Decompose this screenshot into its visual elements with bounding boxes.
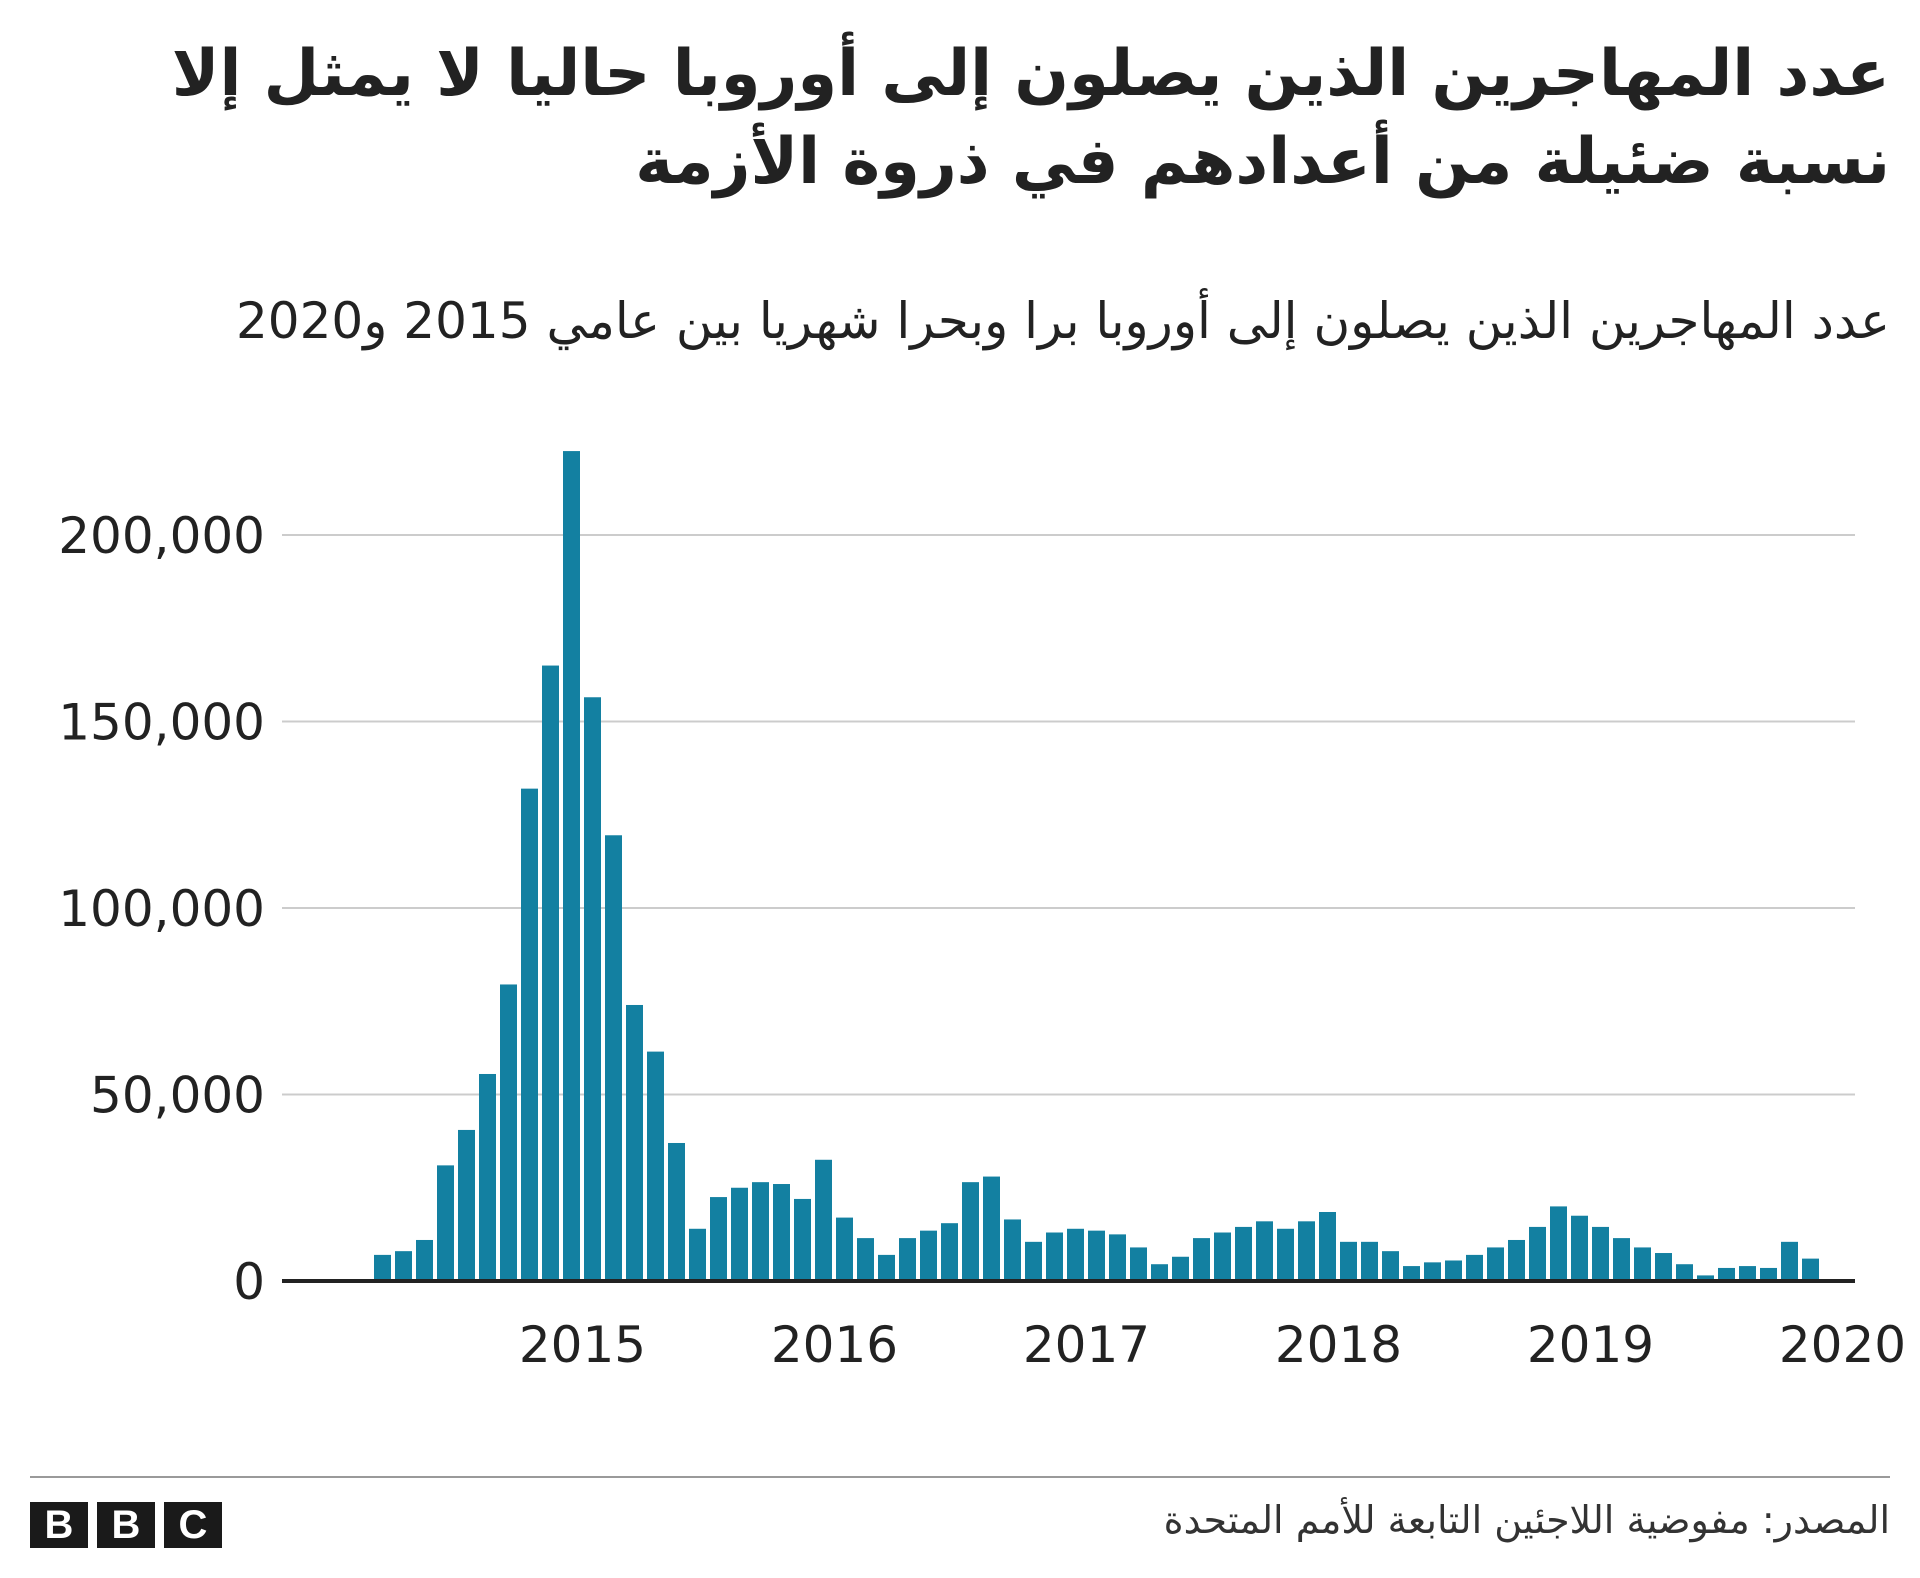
bar: [1319, 1211, 1336, 1281]
bar: [395, 1251, 412, 1281]
bar: [1529, 1226, 1546, 1281]
bar: [1214, 1232, 1231, 1281]
bar: [1676, 1264, 1693, 1281]
bar-chart: 0 50,000 100,000 150,000 200,000 2015 2016 2017…: [58, 451, 1906, 1374]
bar: [1235, 1226, 1252, 1281]
bar: [752, 1182, 769, 1281]
bar: [857, 1238, 874, 1281]
bar: [1382, 1251, 1399, 1281]
bar: [689, 1228, 706, 1281]
bar: [1340, 1241, 1357, 1281]
bar: [1025, 1241, 1042, 1281]
bar: [458, 1129, 475, 1281]
source-note: المصدر: مفوضية اللاجئين التابعة للأمم ال…: [1163, 1498, 1890, 1542]
x-tick-label: 2016: [771, 1316, 898, 1374]
bar: [521, 788, 538, 1281]
bar: [1256, 1221, 1273, 1281]
bar: [773, 1184, 790, 1281]
bar: [1550, 1206, 1567, 1281]
bar: [605, 835, 622, 1281]
bar: [1109, 1234, 1126, 1281]
bar: [731, 1187, 748, 1281]
bar: [1508, 1239, 1525, 1281]
bar: [1067, 1228, 1084, 1281]
bar: [1697, 1275, 1714, 1281]
bar: [500, 984, 517, 1281]
bbc-logo-letter: C: [164, 1502, 222, 1548]
y-tick-label: 100,000: [58, 880, 265, 938]
x-tick-label: 2015: [519, 1316, 646, 1374]
bar: [920, 1230, 937, 1281]
chart-subtitle: عدد المهاجرين الذين يصلون إلى أوروبا برا…: [236, 292, 1890, 350]
bar: [668, 1142, 685, 1281]
bar: [1802, 1258, 1819, 1281]
bar: [1781, 1241, 1798, 1281]
bar: [542, 665, 559, 1281]
bar: [941, 1223, 958, 1281]
bar: [374, 1254, 391, 1281]
bar: [1718, 1267, 1735, 1281]
bar: [1046, 1232, 1063, 1281]
bar: [1655, 1253, 1672, 1281]
bbc-logo: B B C: [30, 1502, 222, 1548]
bar: [1571, 1215, 1588, 1281]
bar: [479, 1073, 496, 1281]
bar: [1088, 1230, 1105, 1281]
y-tick-label: 50,000: [90, 1067, 265, 1125]
bar: [1298, 1221, 1315, 1281]
bar: [416, 1239, 433, 1281]
bar: [647, 1051, 664, 1281]
bar: [584, 697, 601, 1281]
bar: [626, 1004, 643, 1281]
y-tick-label: 200,000: [58, 507, 265, 565]
bar: [836, 1217, 853, 1281]
bar: [1004, 1219, 1021, 1281]
bar: [1466, 1254, 1483, 1281]
bar: [983, 1176, 1000, 1281]
bar: [878, 1254, 895, 1281]
bbc-logo-letter: B: [97, 1502, 155, 1548]
bar: [1277, 1228, 1294, 1281]
bar: [1403, 1266, 1420, 1281]
x-tick-label: 2020: [1779, 1316, 1906, 1374]
bar: [437, 1165, 454, 1281]
bar: [1634, 1247, 1651, 1281]
bar: [1445, 1260, 1462, 1281]
bar: [899, 1238, 916, 1281]
bar: [1193, 1238, 1210, 1281]
bar: [1592, 1226, 1609, 1281]
bar: [1760, 1267, 1777, 1281]
bar: [710, 1197, 727, 1281]
bar: [1739, 1266, 1756, 1281]
bar: [1613, 1238, 1630, 1281]
x-tick-label: 2019: [1527, 1316, 1654, 1374]
bar: [1361, 1241, 1378, 1281]
y-tick-label: 150,000: [58, 694, 265, 752]
bar: [962, 1182, 979, 1281]
bar: [1172, 1256, 1189, 1281]
x-tick-label: 2018: [1275, 1316, 1402, 1374]
x-tick-label: 2017: [1023, 1316, 1150, 1374]
bbc-logo-letter: B: [30, 1502, 88, 1548]
bar: [1130, 1247, 1147, 1281]
bar: [794, 1198, 811, 1281]
bar: [1424, 1262, 1441, 1281]
y-tick-label: 0: [233, 1253, 265, 1311]
bar: [1487, 1247, 1504, 1281]
bar: [815, 1159, 832, 1281]
footer-divider: [30, 1476, 1890, 1478]
bar: [563, 451, 580, 1281]
chart-title: عدد المهاجرين الذين يصلون إلى أوروبا حال…: [171, 37, 1890, 199]
bar: [1151, 1264, 1168, 1281]
